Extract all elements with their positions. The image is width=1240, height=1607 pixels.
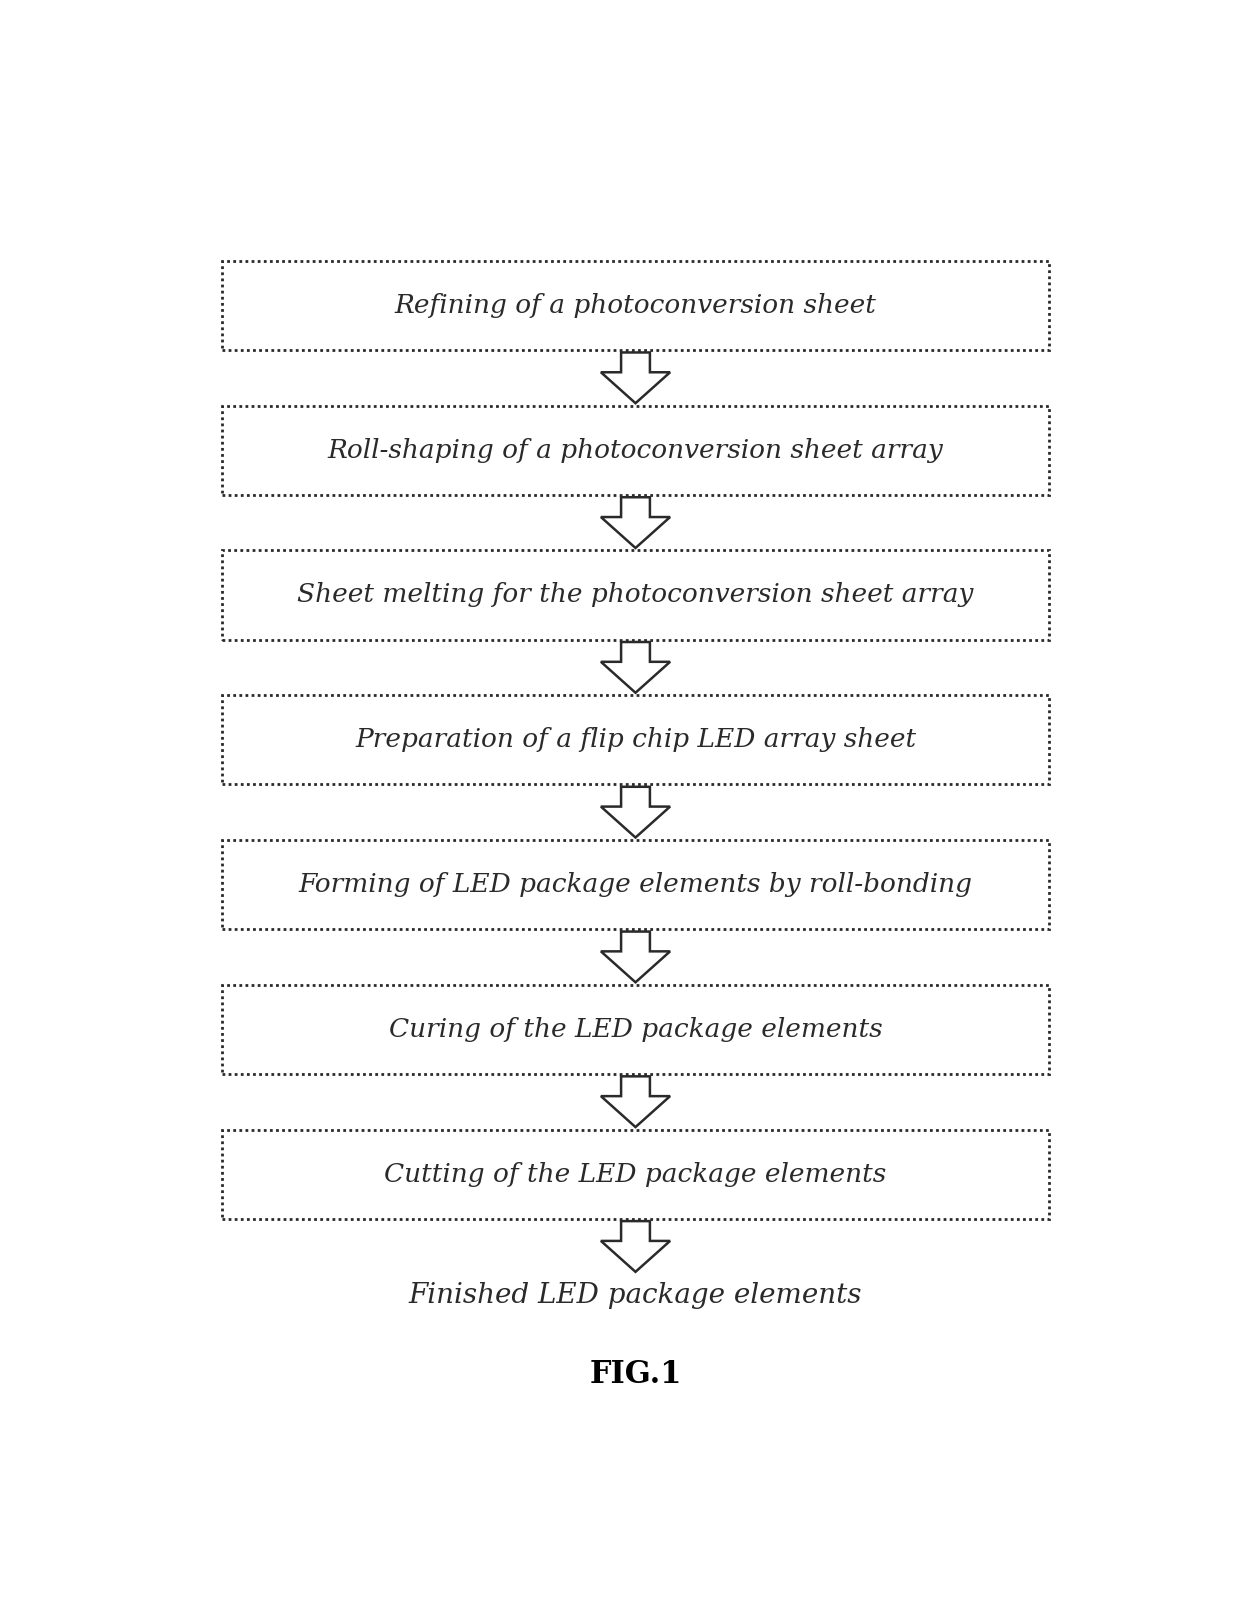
Polygon shape — [601, 497, 670, 548]
Text: FIG.1: FIG.1 — [589, 1360, 682, 1390]
Bar — [222, 405, 1049, 495]
Polygon shape — [601, 1077, 670, 1127]
Polygon shape — [601, 1221, 670, 1271]
Bar — [222, 985, 1049, 1073]
Polygon shape — [601, 643, 670, 693]
Text: Curing of the LED package elements: Curing of the LED package elements — [388, 1017, 883, 1041]
Text: Cutting of the LED package elements: Cutting of the LED package elements — [384, 1162, 887, 1186]
Text: Finished LED package elements: Finished LED package elements — [409, 1282, 862, 1308]
Polygon shape — [601, 787, 670, 837]
Bar — [222, 260, 1049, 350]
Bar — [222, 1130, 1049, 1218]
Text: Preparation of a flip chip LED array sheet: Preparation of a flip chip LED array she… — [355, 728, 916, 752]
Bar — [222, 696, 1049, 784]
Text: Sheet melting for the photoconversion sheet array: Sheet melting for the photoconversion sh… — [298, 582, 973, 607]
Bar — [222, 551, 1049, 640]
Bar — [222, 840, 1049, 929]
Text: Refining of a photoconversion sheet: Refining of a photoconversion sheet — [394, 292, 877, 318]
Polygon shape — [601, 352, 670, 403]
Text: Roll-shaping of a photoconversion sheet array: Roll-shaping of a photoconversion sheet … — [327, 437, 944, 463]
Polygon shape — [601, 932, 670, 982]
Text: Forming of LED package elements by roll-bonding: Forming of LED package elements by roll-… — [299, 873, 972, 897]
